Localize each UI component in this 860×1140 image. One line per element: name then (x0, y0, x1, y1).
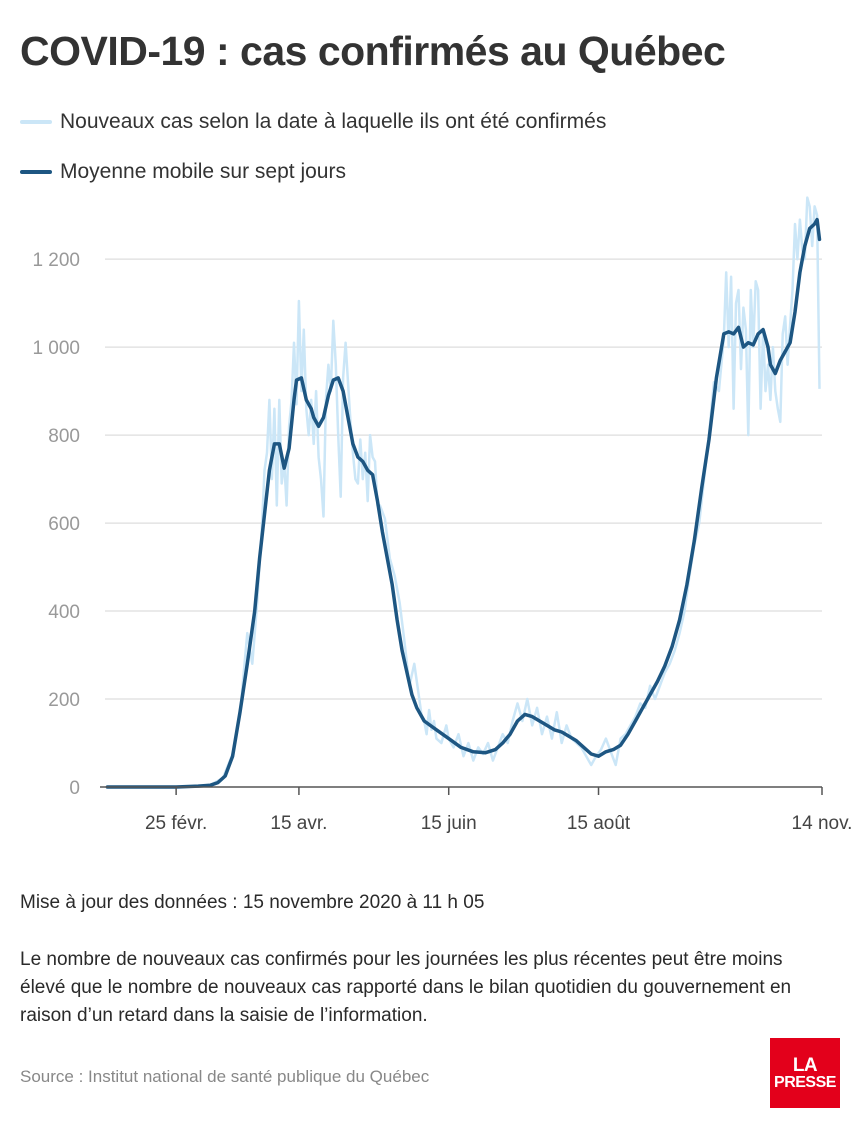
y-tick-label: 1 000 (32, 338, 80, 359)
update-timestamp: Mise à jour des données : 15 novembre 20… (20, 892, 485, 913)
y-tick-label: 0 (69, 778, 80, 799)
y-tick-label: 800 (48, 426, 80, 447)
legend-item-moving-average: Moyenne mobile sur sept jours (20, 160, 346, 184)
x-axis: 25 févr. 15 avr. 15 juin 15 août 14 nov. (100, 786, 853, 834)
logo-line-2: PRESSE (774, 1073, 836, 1091)
legend-swatch-daily-cases (20, 120, 52, 124)
y-tick-label: 200 (48, 690, 80, 711)
legend-swatch-moving-average (20, 170, 52, 174)
legend-label-moving-average: Moyenne mobile sur sept jours (60, 160, 346, 183)
x-tick-label: 25 févr. (145, 813, 207, 834)
series-moving-average (105, 217, 822, 789)
data-note: Le nombre de nouveaux cas confirmés pour… (20, 949, 792, 1026)
la-presse-logo: LA PRESSE (770, 1038, 840, 1108)
gridlines (105, 258, 822, 700)
x-tick-label: 15 août (567, 813, 631, 834)
y-tick-label: 600 (48, 514, 80, 535)
moving-average-line (105, 217, 822, 789)
x-tick-label: 15 juin (421, 813, 477, 834)
source-credit: Source : Institut national de santé publ… (20, 1067, 430, 1086)
legend-item-daily-cases: Nouveaux cas selon la date à laquelle il… (20, 110, 606, 134)
chart-title: COVID-19 : cas confirmés au Québec (20, 28, 726, 74)
series-daily-cases (107, 196, 821, 789)
x-tick-label: 14 nov. (792, 813, 853, 834)
daily-cases-line (107, 196, 821, 789)
legend-label-daily-cases: Nouveaux cas selon la date à laquelle il… (60, 110, 607, 133)
x-tick-label: 15 avr. (270, 813, 327, 834)
y-axis-tick-labels: 0 200 400 600 800 1 000 1 200 (32, 250, 80, 799)
y-tick-label: 1 200 (32, 250, 80, 271)
y-tick-label: 400 (48, 602, 80, 623)
logo-line-1: LA (792, 1054, 818, 1076)
line-chart: 0 200 400 600 800 1 000 1 200 25 févr. 15 avr. 1… (32, 196, 853, 834)
